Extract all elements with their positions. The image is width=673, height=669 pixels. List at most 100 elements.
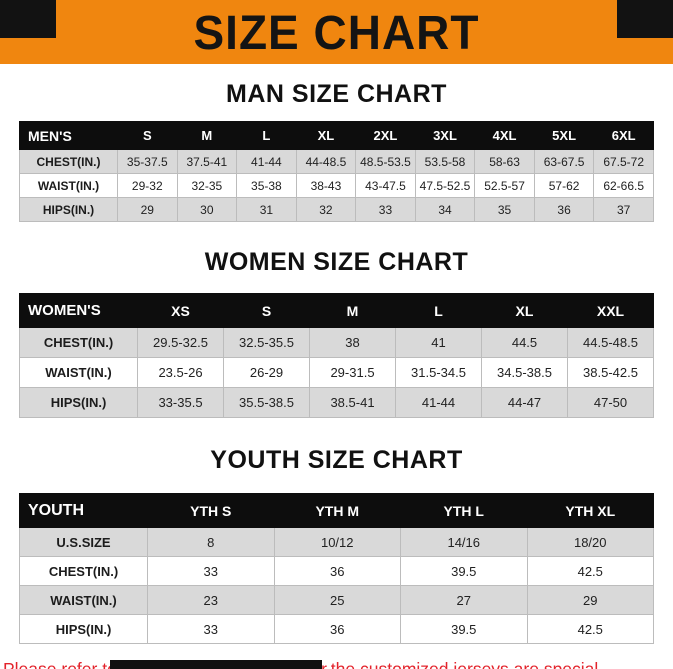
cell-value: 31 (236, 197, 297, 222)
column-header: M (176, 121, 238, 150)
corner-block-right (617, 0, 673, 38)
table-row: WAIST(IN.) 23 25 27 29 (19, 585, 654, 615)
cell-value: 57-62 (533, 173, 595, 198)
column-header: 3XL (414, 121, 476, 150)
corner-block-left (0, 0, 56, 38)
column-header: YTH S (147, 493, 275, 528)
disclaimer-text: Please refer to our size chart before or… (3, 658, 671, 669)
cell-value: 35 (474, 197, 535, 222)
cell-value: 42.5 (526, 556, 654, 586)
section-heading-man: MAN SIZE CHART (226, 80, 447, 108)
column-header: 6XL (593, 121, 654, 150)
column-header: YTH XL (526, 493, 654, 528)
section-women-size-chart: WOMEN SIZE CHART WOMEN'S XS S M L XL XXL CHEST(… (0, 248, 673, 418)
row-label: WAIST(IN.) (19, 173, 118, 198)
column-header: L (395, 293, 482, 328)
column-header: XL (295, 121, 357, 150)
section-man-size-chart: MAN SIZE CHART MEN'S S M L XL 2XL 3XL 4XL 5XL 6XL… (0, 80, 673, 222)
cell-value: 39.5 (400, 614, 528, 644)
column-header: S (117, 121, 178, 150)
youth-size-table: YOUTH YTH S YTH M YTH L YTH XL U.S.SIZE 8 10/12… (19, 493, 654, 644)
cell-value: 25 (273, 585, 401, 615)
row-label: CHEST(IN.) (19, 556, 148, 586)
table-header-row: YOUTH YTH S YTH M YTH L YTH XL (19, 493, 654, 528)
column-header: YTH L (400, 493, 528, 528)
table-row: WAIST(IN.) 23.5-26 26-29 29-31.5 31.5-34.5 34… (19, 357, 654, 388)
cell-value: 63-67.5 (533, 149, 595, 174)
table-row: WAIST(IN.) 29-32 32-35 35-38 38-43 43-47.5 47.… (19, 173, 654, 198)
cell-value: 38.5-42.5 (567, 357, 654, 388)
cell-value: 38 (309, 327, 396, 358)
cell-value: 33-35.5 (137, 387, 224, 418)
man-size-table: MEN'S S M L XL 2XL 3XL 4XL 5XL 6XL CHEST(IN.) 35-37… (19, 121, 654, 222)
row-label: U.S.SIZE (19, 527, 148, 557)
cell-value: 29 (117, 197, 178, 222)
cell-value: 32.5-35.5 (223, 327, 310, 358)
table-row: CHEST(IN.) 29.5-32.5 32.5-35.5 38 41 44.5 44.5… (19, 327, 654, 358)
table-corner-header: MEN'S (19, 121, 118, 150)
page-title: SIZE CHART (193, 4, 480, 60)
table-row: CHEST(IN.) 33 36 39.5 42.5 (19, 556, 654, 586)
column-header: XL (481, 293, 568, 328)
table-corner-header: WOMEN'S (19, 293, 138, 328)
column-header: YTH M (273, 493, 401, 528)
cell-value: 23 (147, 585, 275, 615)
cell-value: 47-50 (567, 387, 654, 418)
cell-value: 48.5-53.5 (355, 149, 416, 174)
column-header: S (223, 293, 310, 328)
table-row: U.S.SIZE 8 10/12 14/16 18/20 (19, 527, 654, 557)
cell-value: 29-31.5 (309, 357, 396, 388)
table-row: HIPS(IN.) 29 30 31 32 33 34 35 36 37 (19, 197, 654, 222)
cell-value: 33 (147, 614, 275, 644)
cell-value: 41-44 (395, 387, 482, 418)
cell-value: 14/16 (400, 527, 528, 557)
table-row: HIPS(IN.) 33-35.5 35.5-38.5 38.5-41 41-44 44-… (19, 387, 654, 418)
women-size-table: WOMEN'S XS S M L XL XXL CHEST(IN.) 29.5-32.5 32.5… (19, 293, 654, 418)
cell-value: 39.5 (400, 556, 528, 586)
table-header-row: MEN'S S M L XL 2XL 3XL 4XL 5XL 6XL (19, 121, 654, 150)
cell-value: 37.5-41 (176, 149, 238, 174)
table-corner-header: YOUTH (19, 493, 148, 528)
cell-value: 8 (147, 527, 275, 557)
cell-value: 29.5-32.5 (137, 327, 224, 358)
section-heading-youth: YOUTH SIZE CHART (210, 446, 463, 474)
row-label: CHEST(IN.) (19, 327, 138, 358)
cell-value: 41-44 (236, 149, 297, 174)
cell-value: 31.5-34.5 (395, 357, 482, 388)
cell-value: 23.5-26 (137, 357, 224, 388)
column-header: XS (137, 293, 224, 328)
cell-value: 18/20 (526, 527, 654, 557)
cell-value: 36 (533, 197, 595, 222)
cell-value: 10/12 (273, 527, 401, 557)
cell-value: 58-63 (474, 149, 535, 174)
cell-value: 29 (526, 585, 654, 615)
cell-value: 30 (176, 197, 238, 222)
cell-value: 37 (593, 197, 654, 222)
cell-value: 35-37.5 (117, 149, 178, 174)
cell-value: 53.5-58 (414, 149, 476, 174)
cell-value: 38.5-41 (309, 387, 396, 418)
cell-value: 33 (355, 197, 416, 222)
disclaimer-line-1: Please refer to our size chart before or… (3, 659, 599, 669)
cell-value: 47.5-52.5 (414, 173, 476, 198)
cell-value: 34 (414, 197, 476, 222)
table-row: HIPS(IN.) 33 36 39.5 42.5 (19, 614, 654, 644)
cell-value: 67.5-72 (593, 149, 654, 174)
section-heading-women: WOMEN SIZE CHART (204, 248, 469, 276)
cell-value: 36 (273, 614, 401, 644)
row-label: HIPS(IN.) (19, 614, 148, 644)
cell-value: 52.5-57 (474, 173, 535, 198)
bottom-bar (110, 660, 322, 669)
table-header-row: WOMEN'S XS S M L XL XXL (19, 293, 654, 328)
column-header: XXL (567, 293, 654, 328)
cell-value: 43-47.5 (355, 173, 416, 198)
row-label: CHEST(IN.) (19, 149, 118, 174)
cell-value: 44-48.5 (295, 149, 357, 174)
cell-value: 35-38 (236, 173, 297, 198)
cell-value: 42.5 (526, 614, 654, 644)
cell-value: 34.5-38.5 (481, 357, 568, 388)
table-row: CHEST(IN.) 35-37.5 37.5-41 41-44 44-48.5 48.5… (19, 149, 654, 174)
cell-value: 26-29 (223, 357, 310, 388)
cell-value: 32-35 (176, 173, 238, 198)
